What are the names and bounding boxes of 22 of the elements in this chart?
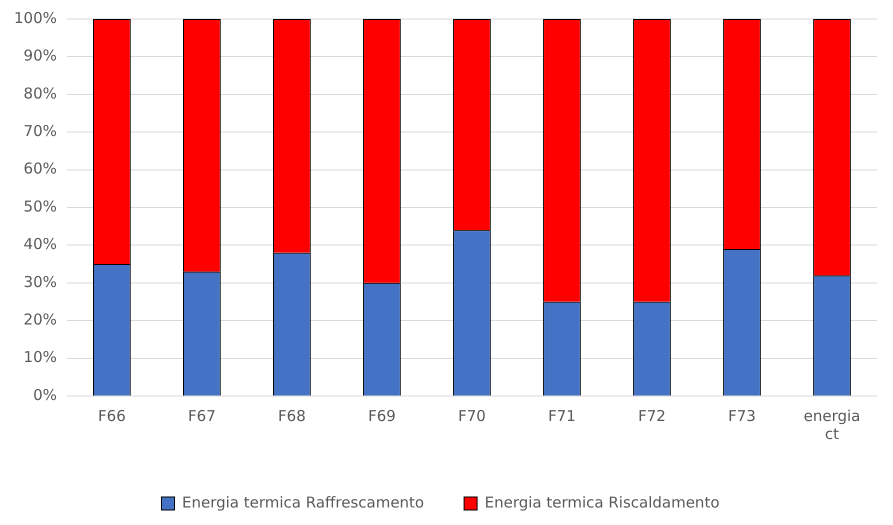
x-tick-label: F69 (368, 406, 396, 425)
y-tick-label: 30% (24, 272, 57, 291)
x-tick-label: F72 (638, 406, 666, 425)
x-tick-label: F68 (278, 406, 306, 425)
y-tick-label: 90% (24, 46, 57, 65)
legend-label: Energia termica Raffrescamento (182, 493, 424, 512)
x-tick-label: F70 (458, 406, 486, 425)
x-tick-label: energia ct (804, 406, 860, 443)
y-tick-label: 80% (24, 84, 57, 102)
y-tick-label: 70% (24, 122, 57, 140)
x-tick-label: F66 (98, 406, 126, 425)
y-tick-label: 50% (24, 197, 57, 216)
y-tick-label: 100% (14, 8, 57, 27)
y-tick-label: 60% (24, 160, 57, 178)
y-tick-label: 40% (24, 235, 57, 254)
y-tick-label: 20% (24, 310, 57, 328)
y-tick-label: 0% (33, 386, 57, 404)
x-tick-label: F71 (548, 406, 576, 425)
y-tick-label: 10% (24, 348, 57, 366)
legend-label: Energia termica Riscaldamento (484, 493, 720, 512)
x-tick-label: F67 (188, 406, 216, 425)
x-tick-label: F73 (728, 406, 756, 425)
